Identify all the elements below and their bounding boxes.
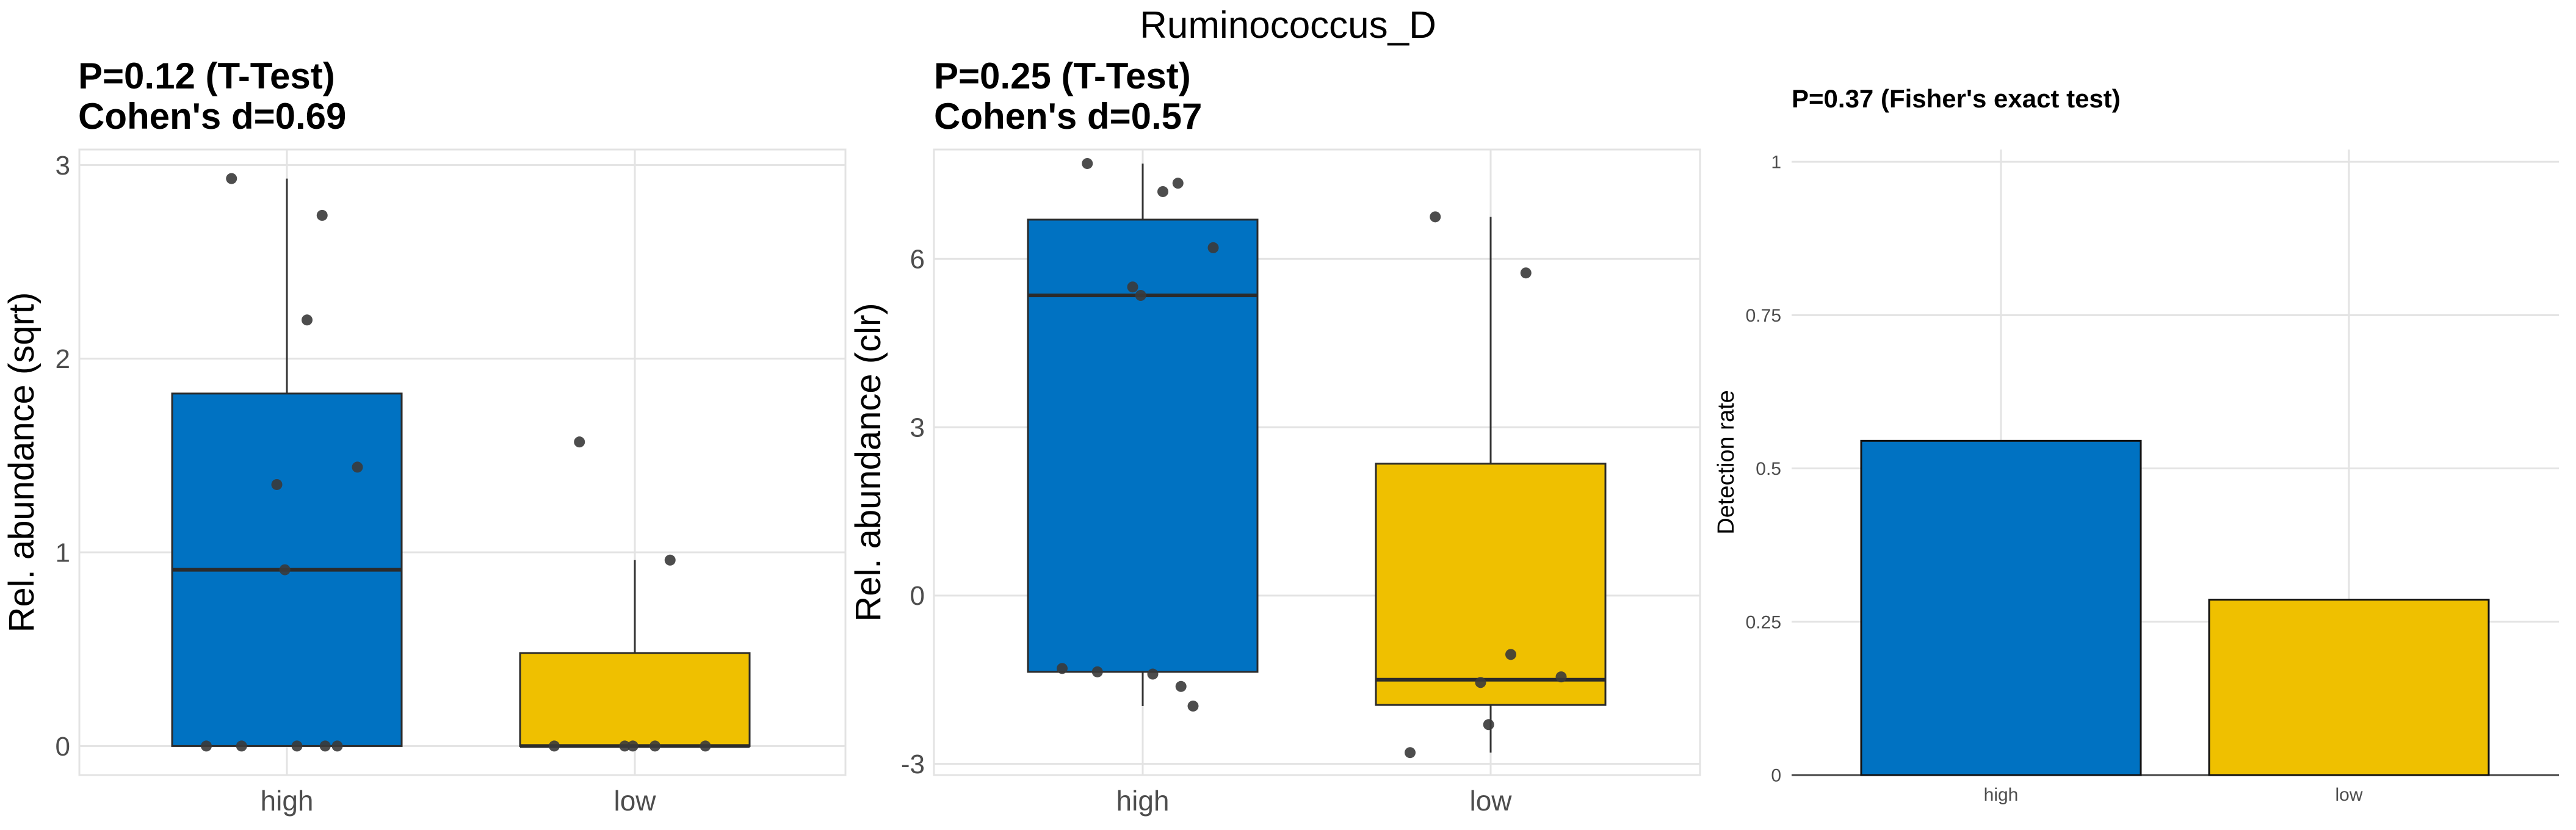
y-tick-label: 1 bbox=[56, 538, 70, 568]
data-point-high bbox=[1057, 663, 1068, 674]
data-point-low bbox=[664, 554, 676, 566]
data-point-low bbox=[1520, 267, 1532, 279]
data-point-low bbox=[619, 740, 631, 752]
x-tick-label: high bbox=[1116, 785, 1170, 817]
y-tick-label: 2 bbox=[56, 344, 70, 374]
y-tick-label: 6 bbox=[910, 245, 925, 275]
panel-2-title-line-1: P=0.25 (T-Test) bbox=[934, 56, 1191, 96]
y-axis-label: Detection rate bbox=[1713, 390, 1739, 535]
data-point-high bbox=[1127, 281, 1138, 293]
data-point-high bbox=[1082, 157, 1093, 169]
data-point-high bbox=[226, 173, 237, 184]
y-tick-label: 0 bbox=[910, 581, 925, 611]
data-point-low bbox=[649, 740, 660, 752]
panel-2-title-line-2: Cohen's d=0.57 bbox=[934, 96, 1203, 137]
x-tick-label: high bbox=[1984, 785, 2019, 805]
data-point-high bbox=[1187, 700, 1199, 712]
data-point-high bbox=[201, 740, 212, 752]
data-point-high bbox=[1172, 178, 1184, 189]
data-point-low bbox=[700, 740, 711, 752]
data-point-low bbox=[1405, 747, 1416, 759]
data-point-high bbox=[1091, 666, 1103, 677]
x-tick-label: low bbox=[1469, 785, 1512, 817]
data-point-high bbox=[316, 209, 328, 221]
panel-1-title-line-1: P=0.12 (T-Test) bbox=[78, 56, 335, 96]
data-point-low bbox=[1505, 649, 1516, 660]
data-point-high bbox=[1207, 242, 1219, 253]
y-tick-label: 0.75 bbox=[1746, 306, 1781, 326]
y-axis-label: Rel. abundance (sqrt) bbox=[2, 292, 42, 633]
y-tick-label: 3 bbox=[56, 151, 70, 181]
data-point-high bbox=[302, 314, 313, 326]
y-tick-label: 0.5 bbox=[1756, 459, 1781, 479]
panel-3-title: P=0.37 (Fisher's exact test) bbox=[1792, 84, 2121, 114]
y-tick-label: 1 bbox=[1771, 153, 1781, 173]
box-low bbox=[519, 652, 751, 747]
figure-title: Ruminococcus_D bbox=[1140, 4, 1436, 46]
data-point-high bbox=[291, 740, 303, 752]
panel-3-title-line-1: P=0.37 (Fisher's exact test) bbox=[1792, 84, 2121, 113]
data-point-low bbox=[1483, 719, 1494, 731]
bar-low bbox=[2208, 599, 2490, 776]
x-tick-label: low bbox=[613, 785, 656, 817]
data-point-high bbox=[352, 461, 363, 473]
data-point-high bbox=[279, 564, 291, 576]
data-point-low bbox=[1555, 671, 1567, 683]
panel-3: 0 0.25 0.5 0.75 1 Detection rate high low bbox=[1713, 150, 2559, 805]
data-point-low bbox=[1430, 211, 1441, 223]
panel-2-title: P=0.25 (T-Test) Cohen's d=0.57 bbox=[934, 56, 1202, 137]
box-high bbox=[1027, 218, 1259, 673]
y-tick-label: 0 bbox=[1771, 766, 1781, 786]
x-tick-label: high bbox=[261, 785, 314, 817]
data-point-low bbox=[1475, 677, 1486, 688]
x-tick-label: low bbox=[2335, 785, 2362, 805]
data-point-high bbox=[236, 740, 247, 752]
data-point-low bbox=[574, 436, 585, 448]
y-axis-label: Rel. abundance (clr) bbox=[848, 303, 888, 621]
y-tick-label: 0 bbox=[56, 732, 70, 762]
data-point-high bbox=[1147, 668, 1159, 680]
panel-1: 0 1 2 3 Rel. abundance (sqrt) high low bbox=[2, 148, 847, 817]
data-point-high bbox=[1175, 680, 1187, 692]
data-point-high bbox=[319, 740, 331, 752]
panel-1-title: P=0.12 (T-Test) Cohen's d=0.69 bbox=[78, 56, 346, 137]
bar-high bbox=[1860, 439, 2142, 776]
data-point-low bbox=[549, 740, 560, 752]
y-tick-label: 3 bbox=[910, 413, 925, 442]
data-point-low bbox=[627, 740, 639, 752]
y-tick-label: 0.25 bbox=[1746, 612, 1781, 632]
data-point-high bbox=[331, 740, 343, 752]
data-point-high bbox=[271, 478, 283, 490]
panel-1-title-line-2: Cohen's d=0.69 bbox=[78, 96, 347, 137]
data-point-high bbox=[1157, 186, 1168, 197]
panel-2: -3 0 3 6 Rel. abundance (clr) high low bbox=[848, 148, 1701, 817]
box-low bbox=[1375, 463, 1607, 706]
y-tick-label: -3 bbox=[901, 749, 925, 779]
data-point-high bbox=[1135, 290, 1146, 301]
